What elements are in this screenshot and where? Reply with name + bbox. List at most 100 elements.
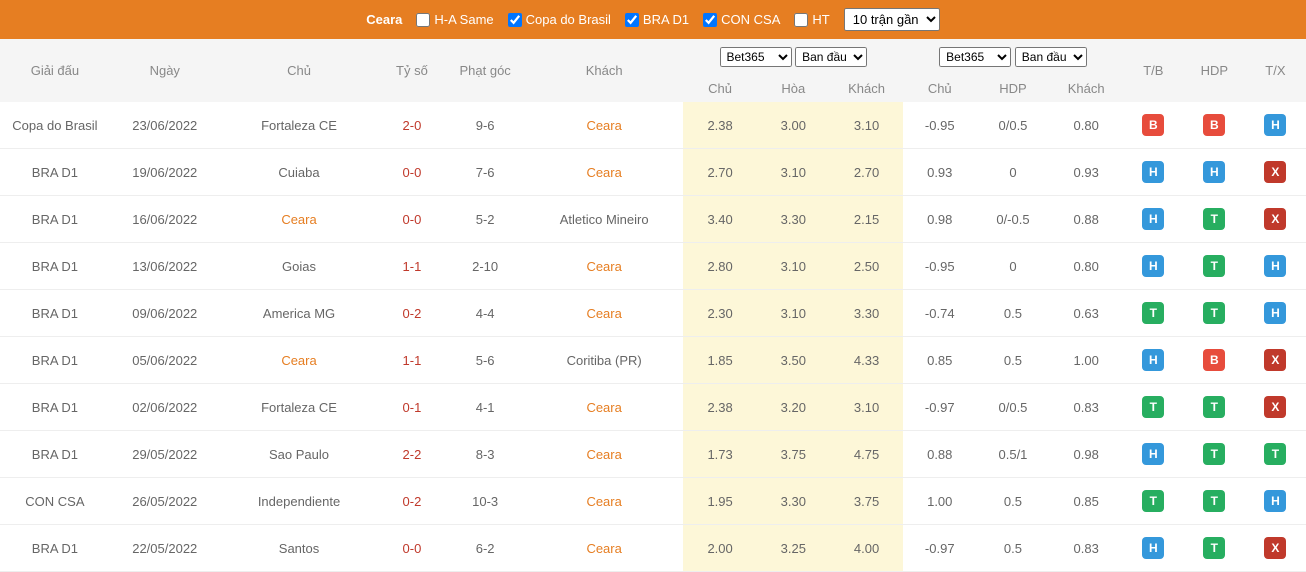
cell-league: CON CSA bbox=[0, 478, 110, 525]
cell-odd-draw: 3.25 bbox=[757, 525, 830, 572]
cell-odd-home1: 2.80 bbox=[683, 243, 756, 290]
cell-corner: 4-1 bbox=[445, 384, 524, 431]
cell-odd-away1: 3.75 bbox=[830, 478, 903, 525]
cell-tx: H bbox=[1245, 290, 1306, 337]
cell-corner: 4-4 bbox=[445, 290, 524, 337]
cell-odd-home2: 0.85 bbox=[903, 337, 976, 384]
checkbox-bra-d1[interactable] bbox=[625, 13, 639, 27]
cell-tx: X bbox=[1245, 525, 1306, 572]
cell-away: Ceara bbox=[525, 478, 684, 525]
cell-tx: H bbox=[1245, 102, 1306, 149]
badge-hdp: B bbox=[1203, 114, 1225, 136]
cell-odd-draw: 3.00 bbox=[757, 102, 830, 149]
badge-hdp: T bbox=[1203, 208, 1225, 230]
cell-league: BRA D1 bbox=[0, 243, 110, 290]
line2-select[interactable]: Ban đầu bbox=[1015, 47, 1087, 67]
cell-corner: 8-3 bbox=[445, 431, 524, 478]
filter-bra-d1[interactable]: BRA D1 bbox=[625, 12, 689, 27]
cell-tb: B bbox=[1123, 102, 1184, 149]
bookmaker1-select[interactable]: Bet365 bbox=[720, 47, 792, 67]
cell-date: 22/05/2022 bbox=[110, 525, 220, 572]
table-row[interactable]: Copa do Brasil23/06/2022Fortaleza CE2-09… bbox=[0, 102, 1306, 149]
sub-home2: Chủ bbox=[903, 75, 976, 102]
cell-league: BRA D1 bbox=[0, 525, 110, 572]
checkbox-con-csa[interactable] bbox=[703, 13, 717, 27]
filter-con-csa[interactable]: CON CSA bbox=[703, 12, 780, 27]
cell-score: 1-1 bbox=[378, 243, 445, 290]
table-row[interactable]: BRA D119/06/2022Cuiaba0-07-6Ceara2.703.1… bbox=[0, 149, 1306, 196]
table-row[interactable]: BRA D129/05/2022Sao Paulo2-28-3Ceara1.73… bbox=[0, 431, 1306, 478]
sub-away2: Khách bbox=[1050, 75, 1123, 102]
sub-draw: Hòa bbox=[757, 75, 830, 102]
table-row[interactable]: BRA D109/06/2022America MG0-24-4Ceara2.3… bbox=[0, 290, 1306, 337]
cell-score: 0-1 bbox=[378, 384, 445, 431]
cell-hdp-badge: B bbox=[1184, 337, 1245, 384]
cell-odd-away2: 1.00 bbox=[1050, 337, 1123, 384]
bookmaker2-select[interactable]: Bet365 bbox=[939, 47, 1011, 67]
cell-hdp-badge: T bbox=[1184, 243, 1245, 290]
cell-odd-home1: 1.73 bbox=[683, 431, 756, 478]
cell-date: 05/06/2022 bbox=[110, 337, 220, 384]
cell-odd-home2: -0.97 bbox=[903, 384, 976, 431]
badge-tb: H bbox=[1142, 537, 1164, 559]
line1-select[interactable]: Ban đầu bbox=[795, 47, 867, 67]
filter-ht[interactable]: HT bbox=[794, 12, 829, 27]
cell-tb: T bbox=[1123, 384, 1184, 431]
col-corner: Phạt góc bbox=[445, 39, 524, 102]
cell-corner: 5-6 bbox=[445, 337, 524, 384]
cell-home: Santos bbox=[220, 525, 379, 572]
cell-away: Ceara bbox=[525, 431, 684, 478]
badge-tx: X bbox=[1264, 208, 1286, 230]
filter-bar: Ceara H-A Same Copa do Brasil BRA D1 CON… bbox=[0, 0, 1306, 39]
col-tb: T/B bbox=[1123, 39, 1184, 102]
cell-home: Cuiaba bbox=[220, 149, 379, 196]
table-row[interactable]: BRA D102/06/2022Fortaleza CE0-14-1Ceara2… bbox=[0, 384, 1306, 431]
cell-odd-hdp: 0.5/1 bbox=[976, 431, 1049, 478]
cell-odd-hdp: 0.5 bbox=[976, 337, 1049, 384]
badge-tx: H bbox=[1264, 302, 1286, 324]
cell-tx: T bbox=[1245, 431, 1306, 478]
cell-odd-hdp: 0 bbox=[976, 243, 1049, 290]
cell-odd-home1: 2.38 bbox=[683, 384, 756, 431]
cell-odd-hdp: 0/-0.5 bbox=[976, 196, 1049, 243]
cell-date: 23/06/2022 bbox=[110, 102, 220, 149]
badge-tb: T bbox=[1142, 396, 1164, 418]
cell-corner: 7-6 bbox=[445, 149, 524, 196]
cell-odd-away1: 3.10 bbox=[830, 384, 903, 431]
table-row[interactable]: CON CSA26/05/2022Independiente0-210-3Cea… bbox=[0, 478, 1306, 525]
cell-corner: 9-6 bbox=[445, 102, 524, 149]
checkbox-ha-same[interactable] bbox=[416, 13, 430, 27]
team-name: Ceara bbox=[366, 12, 402, 27]
badge-tb: T bbox=[1142, 302, 1164, 324]
badge-tx: X bbox=[1264, 349, 1286, 371]
cell-league: BRA D1 bbox=[0, 290, 110, 337]
badge-hdp: H bbox=[1203, 161, 1225, 183]
cell-league: BRA D1 bbox=[0, 431, 110, 478]
cell-score: 0-0 bbox=[378, 196, 445, 243]
badge-tb: H bbox=[1142, 255, 1164, 277]
cell-odd-away1: 4.75 bbox=[830, 431, 903, 478]
cell-tb: T bbox=[1123, 478, 1184, 525]
checkbox-copa[interactable] bbox=[508, 13, 522, 27]
cell-tb: H bbox=[1123, 525, 1184, 572]
table-row[interactable]: BRA D105/06/2022Ceara1-15-6Coritiba (PR)… bbox=[0, 337, 1306, 384]
cell-away: Ceara bbox=[525, 384, 684, 431]
table-row[interactable]: BRA D122/05/2022Santos0-06-2Ceara2.003.2… bbox=[0, 525, 1306, 572]
cell-odd-home1: 1.95 bbox=[683, 478, 756, 525]
table-row[interactable]: BRA D116/06/2022Ceara0-05-2Atletico Mine… bbox=[0, 196, 1306, 243]
filter-ha-same[interactable]: H-A Same bbox=[416, 12, 493, 27]
cell-tb: H bbox=[1123, 337, 1184, 384]
badge-tx: H bbox=[1264, 114, 1286, 136]
badge-tb: H bbox=[1142, 208, 1164, 230]
matches-count-select[interactable]: 10 trận gần bbox=[844, 8, 940, 31]
table-row[interactable]: BRA D113/06/2022Goias1-12-10Ceara2.803.1… bbox=[0, 243, 1306, 290]
cell-odd-draw: 3.30 bbox=[757, 478, 830, 525]
filter-copa[interactable]: Copa do Brasil bbox=[508, 12, 611, 27]
checkbox-ht[interactable] bbox=[794, 13, 808, 27]
badge-hdp: T bbox=[1203, 302, 1225, 324]
badge-hdp: T bbox=[1203, 490, 1225, 512]
cell-odd-home1: 3.40 bbox=[683, 196, 756, 243]
cell-odd-away1: 3.30 bbox=[830, 290, 903, 337]
cell-odd-hdp: 0/0.5 bbox=[976, 384, 1049, 431]
badge-hdp: B bbox=[1203, 349, 1225, 371]
